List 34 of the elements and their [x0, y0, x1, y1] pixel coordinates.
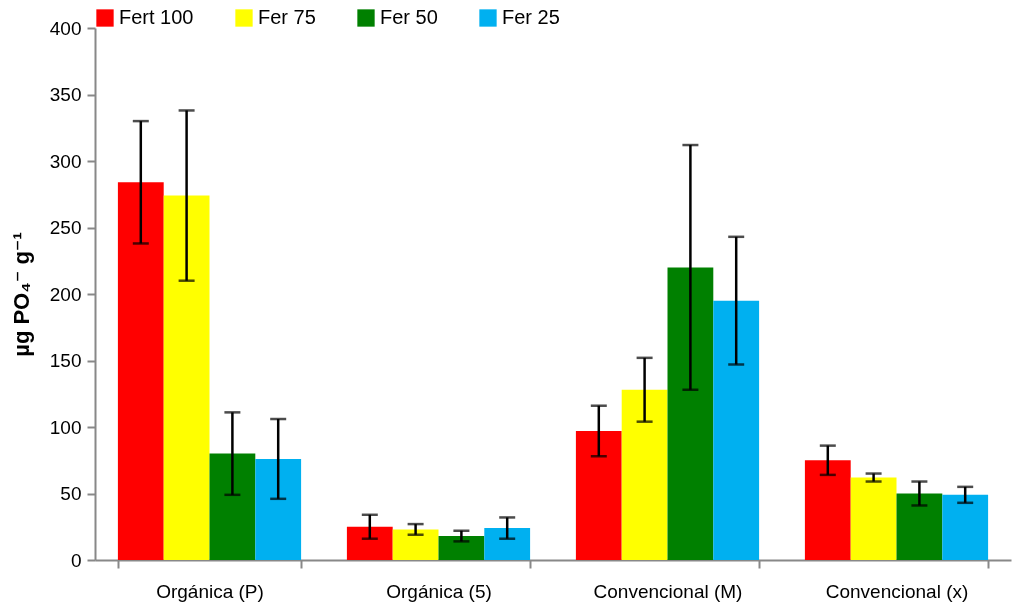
bar	[117, 182, 164, 560]
x-tick-label: Convencional (x)	[825, 580, 969, 602]
bar	[667, 267, 714, 560]
bar	[163, 195, 210, 560]
bar	[621, 389, 668, 560]
bar	[209, 453, 256, 560]
bar	[804, 460, 851, 560]
y-axis-title: µg PO₄⁻ g⁻¹	[8, 232, 34, 357]
bar	[896, 493, 943, 560]
y-tick-label: 200	[49, 283, 82, 305]
legend-label: Fert 100	[119, 6, 194, 28]
bar	[346, 526, 393, 560]
legend-label: Fer 75	[258, 6, 316, 28]
bar	[484, 528, 531, 560]
y-tick-label: 150	[49, 350, 82, 371]
x-tick-label: Convencional (M)	[593, 580, 743, 602]
y-tick-label: 350	[49, 84, 82, 105]
y-tick-label: 50	[60, 483, 82, 504]
y-tick-label: 250	[49, 217, 82, 238]
bar	[713, 300, 760, 560]
bar	[255, 458, 302, 560]
y-tick-label: 300	[49, 150, 82, 172]
y-tick-label: 400	[49, 17, 82, 39]
bar	[850, 477, 897, 560]
y-tick-label: 0	[70, 549, 82, 571]
x-tick-label: Orgánica (5)	[386, 580, 492, 602]
legend-label: Fer 25	[502, 6, 560, 28]
bar	[392, 529, 439, 560]
bar	[438, 536, 485, 560]
legend-label: Fer 50	[380, 6, 438, 28]
y-tick-label: 100	[49, 416, 82, 438]
bar	[575, 430, 622, 560]
bar	[942, 494, 989, 560]
x-tick-label: Orgánica (P)	[156, 580, 264, 602]
